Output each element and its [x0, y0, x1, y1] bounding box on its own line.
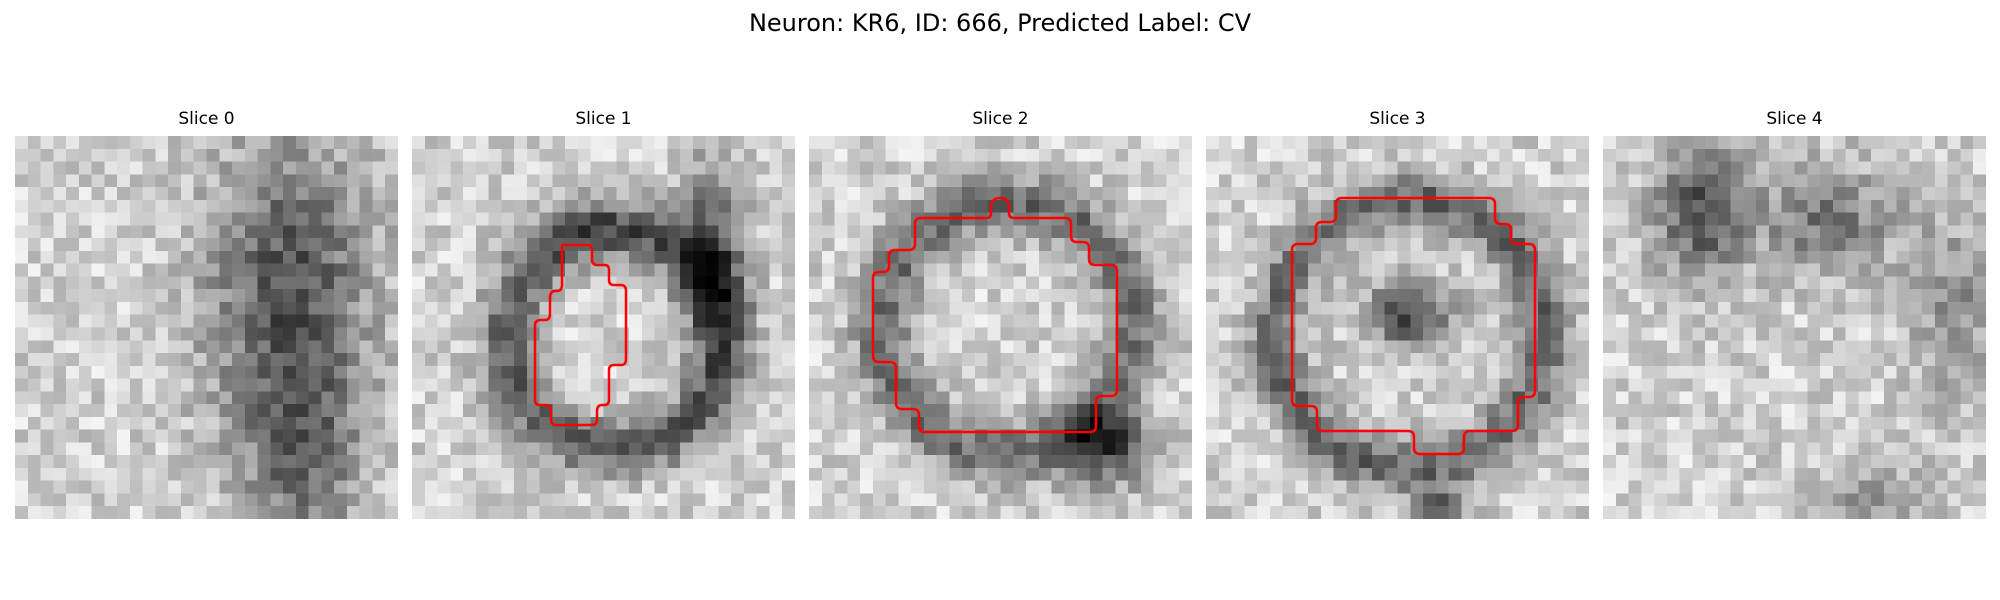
slice-contour-1	[533, 243, 628, 427]
slice-title-1: Slice 1	[575, 109, 632, 129]
contour-path-2	[871, 196, 1119, 434]
slice-contour-2	[871, 196, 1119, 434]
slice-image-0	[15, 136, 398, 519]
slice-contour-3	[1290, 196, 1537, 456]
slice-title-2: Slice 2	[972, 109, 1029, 129]
slice-panel-3: Slice 3	[1206, 108, 1589, 519]
slice-title-0: Slice 0	[178, 109, 235, 129]
slice-title-3: Slice 3	[1369, 109, 1426, 129]
slice-panel-1: Slice 1	[412, 108, 795, 519]
figure-title: Neuron: KR6, ID: 666, Predicted Label: C…	[748, 9, 1252, 37]
slice-title-4: Slice 4	[1766, 109, 1823, 129]
contour-path-1	[533, 243, 628, 427]
slice-image-1	[412, 136, 795, 519]
contour-path-3	[1290, 196, 1537, 456]
slice-panel-4: Slice 4	[1603, 108, 1986, 519]
slice-image-3	[1206, 136, 1589, 519]
slice-panel-2: Slice 2	[809, 108, 1192, 519]
slice-image-4	[1603, 136, 1986, 519]
slice-panel-0: Slice 0	[15, 108, 398, 519]
